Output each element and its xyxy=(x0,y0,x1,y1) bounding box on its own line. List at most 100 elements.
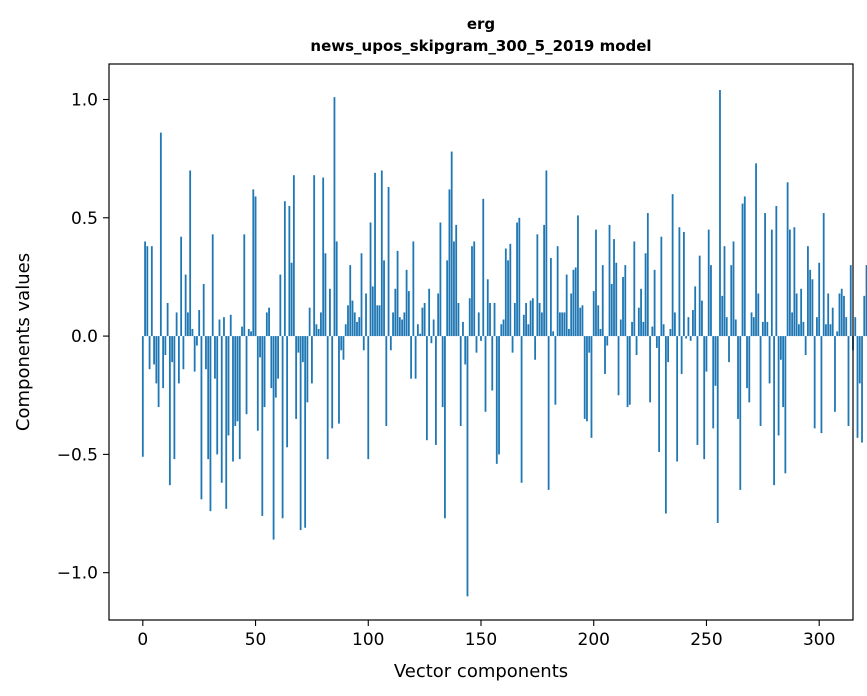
bar-87 xyxy=(338,336,340,424)
bar-313 xyxy=(847,336,850,426)
bar-62 xyxy=(281,336,284,519)
bar-175 xyxy=(536,234,539,337)
bar-222 xyxy=(642,321,645,337)
bar-142 xyxy=(462,321,464,337)
bar-286 xyxy=(786,182,789,337)
bar-32 xyxy=(214,336,216,379)
bar-15 xyxy=(175,312,178,337)
bar-165 xyxy=(513,302,516,337)
bar-306 xyxy=(831,307,834,337)
bar-127 xyxy=(428,288,431,337)
y-tick-label: −0.5 xyxy=(57,445,98,465)
bar-23 xyxy=(193,336,196,372)
bar-244 xyxy=(692,310,694,337)
bar-125 xyxy=(423,302,426,337)
bar-119 xyxy=(410,336,413,379)
bar-289 xyxy=(793,227,796,337)
bar-277 xyxy=(766,321,769,337)
bar-213 xyxy=(622,276,624,337)
bar-70 xyxy=(299,336,302,531)
bar-188 xyxy=(565,274,568,337)
bar-311 xyxy=(843,295,845,337)
bar-297 xyxy=(811,279,814,337)
bar-194 xyxy=(579,307,582,337)
bar-55 xyxy=(265,312,268,337)
bar-230 xyxy=(660,236,663,337)
bar-74 xyxy=(308,307,311,337)
bar-187 xyxy=(563,312,566,337)
bar-160 xyxy=(502,319,505,337)
bar-170 xyxy=(525,302,527,337)
bar-302 xyxy=(822,213,825,337)
bar-252 xyxy=(710,265,712,337)
chart-title: erg xyxy=(467,15,495,33)
bar-218 xyxy=(633,241,636,337)
bar-121 xyxy=(414,336,417,379)
bar-258 xyxy=(723,246,726,337)
bar-267 xyxy=(743,196,746,337)
bar-22 xyxy=(191,328,194,337)
bar-242 xyxy=(687,317,690,337)
bar-296 xyxy=(809,269,812,337)
bar-68 xyxy=(295,336,298,419)
bar-117 xyxy=(405,269,408,337)
bar-211 xyxy=(617,336,620,396)
bar-169 xyxy=(522,314,525,337)
bar-269 xyxy=(748,336,751,403)
bar-146 xyxy=(471,246,473,337)
bar-148 xyxy=(475,336,478,353)
bar-112 xyxy=(394,288,397,337)
bar-226 xyxy=(651,326,654,337)
bar-37 xyxy=(225,336,228,509)
bar-12 xyxy=(168,336,171,486)
bar-44 xyxy=(241,326,243,337)
bar-280 xyxy=(773,336,775,486)
bar-96 xyxy=(358,317,361,337)
bar-205 xyxy=(604,336,606,374)
bar-154 xyxy=(489,302,491,337)
bar-116 xyxy=(403,312,406,337)
bar-239 xyxy=(680,336,683,374)
bar-103 xyxy=(374,172,376,337)
bar-181 xyxy=(549,258,552,337)
x-tick-label: 0 xyxy=(137,630,148,650)
bar-192 xyxy=(574,267,577,337)
bar-253 xyxy=(712,336,715,429)
bar-231 xyxy=(662,324,665,337)
bar-320 xyxy=(863,295,866,337)
bar-4 xyxy=(150,246,153,337)
bar-287 xyxy=(788,229,791,337)
bar-109 xyxy=(387,187,390,337)
bar-319 xyxy=(861,336,863,443)
bar-67 xyxy=(292,175,295,337)
bar-299 xyxy=(816,317,818,337)
bar-161 xyxy=(504,248,507,337)
bar-49 xyxy=(252,189,255,337)
bar-76 xyxy=(313,175,316,337)
x-tick-label: 150 xyxy=(465,630,497,650)
bar-309 xyxy=(838,293,841,337)
bar-203 xyxy=(599,328,602,337)
bar-118 xyxy=(407,291,410,337)
bar-93 xyxy=(351,300,354,337)
bar-3 xyxy=(148,336,151,370)
bar-5 xyxy=(153,336,155,365)
bar-233 xyxy=(667,336,670,363)
bar-162 xyxy=(507,260,509,337)
bar-228 xyxy=(655,336,658,348)
bar-245 xyxy=(694,286,697,337)
bar-84 xyxy=(331,336,334,429)
bar-215 xyxy=(626,336,629,408)
bar-131 xyxy=(437,293,440,337)
bar-300 xyxy=(818,262,821,337)
bar-179 xyxy=(545,170,548,337)
bar-298 xyxy=(813,336,816,429)
bar-90 xyxy=(344,324,347,337)
bar-305 xyxy=(829,324,832,337)
bar-310 xyxy=(840,288,843,337)
bar-312 xyxy=(845,317,848,337)
bar-168 xyxy=(520,336,523,483)
x-tick-label: 250 xyxy=(690,630,722,650)
bar-177 xyxy=(540,312,543,337)
